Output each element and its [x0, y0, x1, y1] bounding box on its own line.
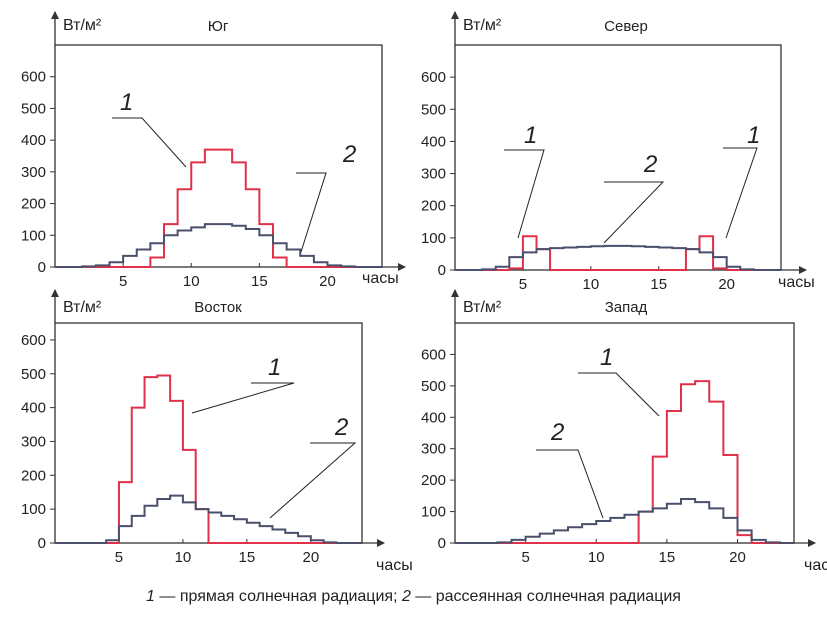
callout-leader — [269, 442, 357, 519]
x-tick-label: 20 — [302, 549, 319, 566]
series-number-label: 1 — [747, 122, 760, 149]
x-axis-label: часы — [778, 274, 815, 291]
y-tick-label: 200 — [21, 196, 46, 213]
y-tick-label: 300 — [421, 166, 446, 183]
y-tick-label: 0 — [438, 262, 446, 279]
y-tick-label: 0 — [38, 535, 46, 552]
callout-leader — [191, 382, 295, 414]
y-tick-label: 600 — [21, 332, 46, 349]
series-number-label: 1 — [600, 344, 613, 371]
figure-caption: 1 — прямая солнечная радиация; 2 — рассе… — [0, 588, 827, 606]
x-axis-label: часы — [376, 557, 413, 574]
y-axis-label: Вт/м² — [463, 299, 502, 316]
y-tick-label: 100 — [21, 501, 46, 518]
callout-leader — [112, 117, 187, 168]
series-number-label: 1 — [524, 122, 537, 149]
series-number-label: 2 — [643, 151, 657, 178]
x-tick-label: 5 — [519, 276, 527, 293]
series-1-line — [55, 374, 362, 544]
panel-2: 0 100 200 300 400 500 600 5 10 15 20 Вт/м² Север часы… — [421, 11, 815, 293]
y-tick-label: 600 — [421, 346, 446, 363]
callout-leader — [578, 372, 660, 417]
panel-title: Восток — [194, 299, 242, 316]
callout-leader — [536, 449, 604, 519]
x-tick-label: 5 — [115, 549, 123, 566]
caption-text-1: — прямая солнечная радиация; — [154, 588, 402, 605]
plot-frame — [54, 44, 383, 268]
y-tick-label: 600 — [421, 69, 446, 86]
series-2-line — [55, 494, 362, 544]
y-tick-label: 200 — [421, 198, 446, 215]
y-axis-label: Вт/м² — [63, 17, 102, 34]
x-tick-label: 15 — [659, 549, 676, 566]
series-2-line — [455, 498, 794, 544]
plot-frame — [454, 322, 795, 544]
y-tick-label: 400 — [421, 409, 446, 426]
x-axis-label: часы — [804, 557, 827, 574]
x-tick-label: 20 — [718, 276, 735, 293]
y-tick-label: 400 — [21, 132, 46, 149]
x-tick-label: 15 — [251, 273, 268, 290]
y-tick-label: 300 — [421, 441, 446, 458]
caption-number-1: 1 — [146, 588, 155, 605]
y-axis-label: Вт/м² — [463, 17, 502, 34]
panel-3: 0 100 200 300 400 500 600 5 10 15 20 Вт/м² Восток час… — [21, 289, 413, 574]
x-tick-label: 15 — [239, 549, 256, 566]
panel-title: Запад — [605, 299, 648, 316]
series-2-line — [55, 223, 382, 268]
x-tick-label: 20 — [729, 549, 746, 566]
series-1-line — [455, 235, 781, 271]
series-number-label: 2 — [342, 141, 356, 168]
y-tick-label: 500 — [421, 101, 446, 118]
x-tick-label: 15 — [650, 276, 667, 293]
series-2-line — [455, 244, 781, 271]
callout-leader — [296, 172, 327, 253]
series-number-label: 1 — [268, 354, 281, 381]
y-tick-label: 0 — [438, 535, 446, 552]
y-tick-label: 500 — [421, 378, 446, 395]
y-tick-label: 400 — [421, 133, 446, 150]
callout-leader — [603, 181, 665, 244]
y-tick-label: 200 — [21, 467, 46, 484]
y-tick-label: 200 — [421, 472, 446, 489]
series-1-line — [55, 148, 382, 268]
series-1-line — [455, 380, 794, 544]
y-tick-label: 500 — [21, 366, 46, 383]
x-tick-label: 10 — [183, 273, 200, 290]
x-tick-label: 5 — [119, 273, 127, 290]
y-tick-label: 100 — [421, 504, 446, 521]
x-tick-label: 10 — [588, 549, 605, 566]
x-tick-label: 10 — [175, 549, 192, 566]
x-tick-label: 5 — [521, 549, 529, 566]
y-tick-label: 600 — [21, 69, 46, 86]
caption-number-2: 2 — [401, 588, 411, 605]
y-tick-label: 300 — [21, 164, 46, 181]
x-tick-label: 20 — [319, 273, 336, 290]
y-tick-label: 100 — [21, 227, 46, 244]
series-number-label: 2 — [550, 419, 564, 446]
y-axis-label: Вт/м² — [63, 299, 102, 316]
callout-leader — [723, 147, 758, 239]
x-axis-label: часы — [362, 270, 399, 287]
callout-leader — [504, 149, 545, 239]
panel-1: 0 100 200 300 400 500 600 5 10 15 20 Вт/м² Юг часы 1 2 — [21, 11, 406, 290]
y-tick-label: 300 — [21, 433, 46, 450]
y-tick-label: 400 — [21, 400, 46, 417]
caption-text-2: — рассеянная солнечная радиация — [410, 588, 681, 605]
panel-title: Север — [604, 18, 648, 35]
y-tick-label: 500 — [21, 100, 46, 117]
y-tick-label: 100 — [421, 230, 446, 247]
x-tick-label: 10 — [582, 276, 599, 293]
plot-frame — [454, 44, 782, 271]
panel-title: Юг — [208, 18, 229, 35]
y-tick-label: 0 — [38, 259, 46, 276]
series-number-label: 1 — [120, 89, 133, 116]
series-number-label: 2 — [334, 414, 348, 441]
panel-4: 0 100 200 300 400 500 600 5 10 15 20 Вт/м² Запад часы… — [421, 289, 827, 574]
